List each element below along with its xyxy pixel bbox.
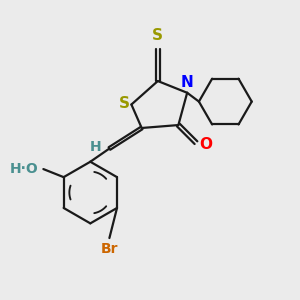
Text: N: N: [181, 75, 194, 90]
Text: O: O: [200, 136, 212, 152]
Text: S: S: [119, 95, 130, 110]
Text: H·O: H·O: [9, 162, 38, 176]
Text: S: S: [152, 28, 163, 44]
Text: Br: Br: [101, 242, 118, 256]
Text: H: H: [90, 140, 101, 154]
